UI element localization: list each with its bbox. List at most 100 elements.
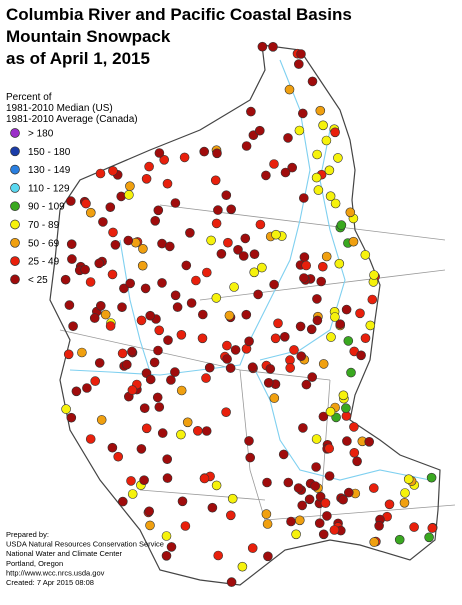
- station-dot: [166, 542, 177, 552]
- station-dot: [222, 354, 232, 364]
- station-dot: [105, 202, 116, 212]
- station-dot: [336, 220, 347, 230]
- station-dot: [186, 298, 197, 308]
- station-dot: [322, 511, 332, 521]
- station-dot: [244, 336, 254, 347]
- station-dot: [94, 258, 104, 269]
- station-dot: [144, 506, 154, 517]
- legend-label: 25 - 49: [28, 257, 60, 268]
- legend-swatch: [10, 164, 20, 175]
- station-dot: [216, 249, 227, 259]
- station-dot: [162, 178, 173, 189]
- station-dot: [95, 168, 106, 179]
- station-dot: [253, 289, 263, 300]
- station-dot: [273, 318, 283, 329]
- station-dot: [139, 475, 149, 486]
- station-dot: [137, 260, 148, 271]
- legend-swatch: [10, 201, 20, 212]
- station-dot: [108, 166, 118, 176]
- station-dot: [119, 283, 129, 294]
- station-dot: [257, 41, 268, 52]
- station-dot: [85, 434, 96, 444]
- station-dot: [296, 49, 306, 59]
- legend-swatch: [10, 183, 20, 193]
- station-dot: [291, 529, 301, 540]
- station-dot: [211, 218, 222, 229]
- legend-label: 90 - 109: [28, 202, 65, 213]
- station-dot: [141, 423, 152, 434]
- station-dot: [170, 198, 181, 208]
- station-dot: [293, 483, 304, 493]
- station-dot: [426, 472, 437, 483]
- station-dot: [98, 217, 108, 227]
- station-dot: [227, 493, 238, 504]
- station-dot: [346, 367, 356, 378]
- station-dot: [204, 362, 215, 373]
- station-dot: [298, 423, 308, 433]
- station-dot: [318, 411, 329, 422]
- stations: [60, 41, 438, 587]
- station-dot: [286, 516, 296, 527]
- station-dot: [180, 521, 191, 531]
- legend-heading: 1981-2010 Average (Canada): [6, 114, 138, 125]
- station-dot: [299, 273, 309, 283]
- station-dot: [244, 436, 254, 446]
- legend-heading: 1981-2010 Median (US): [6, 103, 113, 114]
- station-dot: [368, 483, 379, 493]
- station-dot: [201, 373, 211, 383]
- credit-line: Created: 7 Apr 2015 08:08: [6, 578, 94, 587]
- station-dot: [343, 487, 354, 498]
- legend-swatch: [10, 256, 20, 266]
- station-dot: [64, 300, 75, 310]
- station-dot: [287, 162, 298, 173]
- station-dot: [233, 245, 243, 255]
- station-dot: [179, 152, 190, 163]
- station-dot: [360, 250, 371, 260]
- legend-label: 70 - 89: [28, 220, 60, 231]
- station-dot: [279, 331, 290, 342]
- station-dot: [269, 279, 279, 290]
- station-dot: [210, 175, 221, 186]
- station-dot: [316, 276, 327, 287]
- credit-line: USDA Natural Resources Conservation Serv…: [6, 540, 164, 549]
- station-dot: [318, 359, 329, 369]
- station-dot: [181, 260, 192, 271]
- station-dot: [278, 449, 289, 460]
- station-dot: [122, 359, 132, 370]
- station-dot: [338, 494, 348, 505]
- station-dot: [297, 500, 308, 511]
- station-dot: [364, 436, 375, 447]
- station-dot: [206, 235, 216, 246]
- station-dot: [145, 310, 155, 321]
- station-dot: [320, 498, 331, 508]
- station-dot: [311, 462, 321, 472]
- station-dot: [349, 422, 359, 432]
- station-dot: [356, 350, 366, 361]
- station-dot: [321, 135, 332, 146]
- station-dot: [240, 233, 251, 244]
- station-dot: [118, 496, 128, 507]
- station-dot: [403, 474, 414, 485]
- station-dot: [94, 358, 105, 368]
- station-dot: [207, 502, 218, 513]
- station-dot: [257, 262, 267, 273]
- station-dot: [213, 205, 223, 215]
- station-dot: [96, 300, 106, 311]
- station-dot: [330, 312, 340, 322]
- station-dot: [241, 141, 252, 151]
- station-dot: [285, 363, 296, 373]
- station-dot: [229, 282, 239, 292]
- station-dot: [394, 534, 405, 545]
- station-dot: [191, 275, 201, 286]
- station-dot: [154, 148, 165, 158]
- station-dot: [224, 310, 235, 321]
- station-dot: [170, 290, 181, 301]
- station-dot: [293, 59, 304, 69]
- station-dot: [198, 309, 208, 320]
- legend-label: 130 - 149: [28, 165, 71, 176]
- station-dot: [117, 302, 127, 313]
- legend-swatch: [10, 219, 20, 230]
- station-dot: [212, 148, 222, 159]
- station-dot: [249, 249, 260, 259]
